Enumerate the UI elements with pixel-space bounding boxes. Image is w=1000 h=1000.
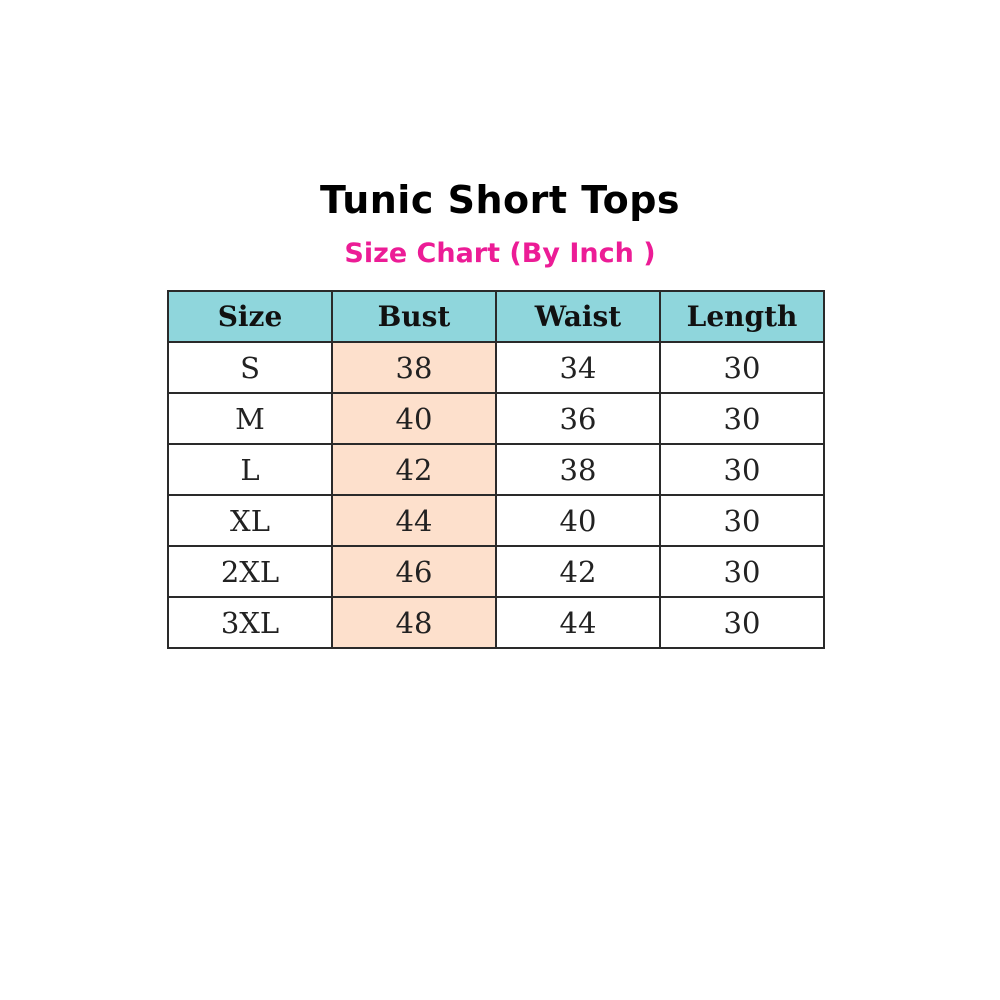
cell-length: 30 bbox=[659, 392, 825, 445]
table-row: 2XL 46 42 30 bbox=[167, 545, 825, 598]
cell-length: 30 bbox=[659, 341, 825, 394]
table-row: 3XL 48 44 30 bbox=[167, 596, 825, 649]
cell-size: XL bbox=[167, 494, 333, 547]
cell-size: M bbox=[167, 392, 333, 445]
cell-size: 3XL bbox=[167, 596, 333, 649]
column-header-length: Length bbox=[659, 290, 825, 343]
cell-bust: 40 bbox=[331, 392, 497, 445]
cell-waist: 38 bbox=[495, 443, 661, 496]
table-row: S 38 34 30 bbox=[167, 341, 825, 394]
cell-length: 30 bbox=[659, 443, 825, 496]
table-row: L 42 38 30 bbox=[167, 443, 825, 496]
cell-bust: 38 bbox=[331, 341, 497, 394]
table-row: M 40 36 30 bbox=[167, 392, 825, 445]
cell-waist: 36 bbox=[495, 392, 661, 445]
cell-bust: 44 bbox=[331, 494, 497, 547]
page-title: Tunic Short Tops bbox=[319, 178, 681, 222]
size-chart-table: Size Bust Waist Length S 38 34 30 M 40 36 30 L 42 38 3… bbox=[167, 290, 825, 649]
cell-bust: 46 bbox=[331, 545, 497, 598]
cell-waist: 34 bbox=[495, 341, 661, 394]
column-header-size: Size bbox=[167, 290, 333, 343]
page-subtitle: Size Chart (By Inch ) bbox=[344, 238, 656, 269]
cell-waist: 44 bbox=[495, 596, 661, 649]
cell-length: 30 bbox=[659, 596, 825, 649]
column-header-bust: Bust bbox=[331, 290, 497, 343]
cell-length: 30 bbox=[659, 494, 825, 547]
column-header-waist: Waist bbox=[495, 290, 661, 343]
table-row: XL 44 40 30 bbox=[167, 494, 825, 547]
cell-waist: 40 bbox=[495, 494, 661, 547]
cell-size: 2XL bbox=[167, 545, 333, 598]
cell-size: L bbox=[167, 443, 333, 496]
table-header-row: Size Bust Waist Length bbox=[167, 290, 825, 343]
cell-bust: 42 bbox=[331, 443, 497, 496]
cell-size: S bbox=[167, 341, 333, 394]
cell-waist: 42 bbox=[495, 545, 661, 598]
cell-length: 30 bbox=[659, 545, 825, 598]
cell-bust: 48 bbox=[331, 596, 497, 649]
